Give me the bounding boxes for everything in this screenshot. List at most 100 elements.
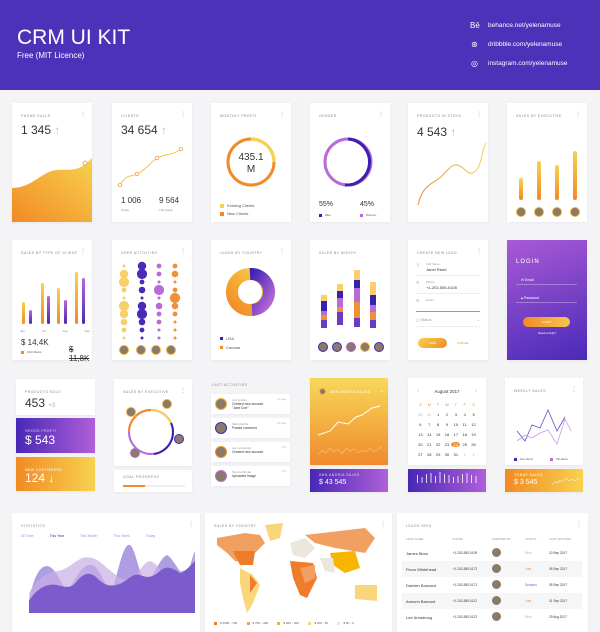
calendar-day[interactable]: 4 — [463, 412, 466, 417]
calendar-day[interactable]: 13 — [418, 432, 423, 437]
table-row[interactable]: James Bloor +1-202-555-0109 Won 10 Sep 2017 — [402, 545, 582, 561]
calendar-day[interactable]: 31 — [427, 412, 432, 417]
calendar-day[interactable]: 11 — [462, 422, 467, 427]
stacked-segment — [354, 318, 360, 327]
calendar-day[interactable]: 31 — [453, 452, 459, 457]
weekly-sales-card: Weekly sales ⋮ New clients Old clients — [505, 378, 583, 465]
column-header[interactable]: Lead name — [406, 537, 424, 541]
next-month-button[interactable]: › — [475, 388, 477, 394]
status-select[interactable]: △ Status ⌄ — [416, 317, 480, 327]
save-button[interactable]: Save — [418, 338, 447, 348]
calendar-day[interactable]: 9 — [445, 422, 449, 427]
card-title: Products sold — [25, 390, 61, 394]
calendar-day[interactable]: 14 — [427, 432, 432, 437]
calendar-day[interactable]: 7 — [428, 422, 431, 427]
calendar-day[interactable]: 26 — [471, 442, 476, 447]
calendar-day[interactable]: 22 — [435, 442, 441, 447]
avatar — [215, 446, 227, 458]
stacked-segment — [321, 315, 327, 320]
calendar-day[interactable]: 25 — [462, 442, 467, 447]
table-row[interactable]: Aneurin Barnard +1-202-555-0112 Lost 01 Sep… — [402, 593, 582, 609]
activity-item[interactable]: Joe Lombardo Created new account 3 hr — [211, 442, 290, 462]
more-icon[interactable]: ⋮ — [180, 112, 186, 118]
more-icon[interactable]: ⋮ — [380, 522, 386, 528]
more-icon[interactable]: ⋮ — [378, 112, 384, 118]
more-icon[interactable]: ⋮ — [476, 112, 482, 118]
calendar-day[interactable]: 30 — [418, 412, 423, 417]
calendar-day[interactable]: 23 — [444, 442, 450, 447]
column-header[interactable]: Created by — [492, 537, 512, 541]
avatar — [360, 342, 370, 352]
activity-item[interactable]: Ann Andria Created new account "Jane Doe"… — [211, 394, 290, 414]
login-button[interactable]: LOGIN — [523, 317, 570, 327]
help-link[interactable]: Need a help? — [538, 331, 556, 335]
more-icon[interactable]: ⋮ — [188, 522, 194, 528]
calendar-day[interactable]: 1 — [463, 452, 466, 457]
more-icon[interactable]: ⋮ — [80, 112, 86, 118]
calendar-day[interactable]: 16 — [444, 432, 450, 437]
tab-this-month[interactable]: This Month — [80, 534, 98, 538]
column-header[interactable]: Status — [524, 537, 537, 541]
calendar-day[interactable]: 17 — [453, 432, 459, 437]
more-icon[interactable]: ⋮ — [476, 249, 482, 255]
full-name-field[interactable]: ♙ Full Name Janet Reed — [416, 262, 480, 276]
prev-month-button[interactable]: ‹ — [417, 388, 419, 394]
calendar-day[interactable]: 2 — [472, 452, 475, 457]
cancel-button[interactable]: Cancel — [457, 341, 470, 345]
table-row[interactable]: Damien Bonnard +1-202-555-0171 Delayed 05 S… — [402, 577, 582, 593]
tab-this-week[interactable]: This Week — [113, 534, 130, 538]
calendar-day[interactable]: 21 — [427, 442, 432, 447]
email-input[interactable]: ✉ Email — [516, 278, 577, 285]
more-icon[interactable]: ⋮ — [576, 522, 582, 528]
calendar-day[interactable]: 2 — [445, 412, 449, 417]
more-icon[interactable]: ⋮ — [571, 387, 577, 393]
column-header[interactable]: Phone — [452, 537, 464, 541]
calendar-day[interactable]: 27 — [418, 452, 423, 457]
calendar-day[interactable]: 15 — [435, 432, 441, 437]
password-input[interactable]: 🔒︎ Password — [516, 296, 577, 303]
more-icon[interactable]: ⋮ — [80, 249, 86, 255]
more-icon[interactable]: ⋮ — [279, 249, 285, 255]
page-subtitle: Free (MIT Licence) — [17, 51, 85, 60]
tab-today[interactable]: Today — [145, 534, 156, 538]
activity-item[interactable]: Matt Machia Posted comment 2 hr ago — [211, 418, 290, 438]
card-title: Weekly sales — [514, 389, 546, 393]
calendar-day[interactable]: 29 — [435, 452, 441, 457]
tab-this-year[interactable]: This Year — [49, 534, 65, 538]
calendar-day[interactable]: 10 — [453, 422, 459, 427]
email-field[interactable]: ✉ Email — [416, 298, 480, 312]
weekday-label: T — [436, 402, 440, 407]
column-header[interactable]: Last updated — [548, 537, 572, 541]
link-dribbble[interactable]: ⊛ dribbble.com/yelenamuse — [470, 35, 567, 54]
map-legend: $ 100K - 70K $ 70K - 40K $ 40K - 20K $ 20K … — [214, 621, 354, 625]
calendar-day[interactable]: 20 — [418, 442, 423, 447]
calendar-day[interactable]: 18 — [462, 432, 467, 437]
chevron-down-icon[interactable]: ⌄ — [379, 388, 384, 394]
calendar-day[interactable]: 1 — [437, 412, 440, 417]
calendar-day-selected[interactable]: 24 — [451, 442, 461, 447]
more-icon[interactable]: ⋮ — [575, 112, 581, 118]
sales-month-card: Sales by month — [310, 240, 390, 360]
more-icon[interactable]: ⋮ — [180, 249, 186, 255]
calendar-day[interactable]: 6 — [419, 422, 422, 427]
link-behance[interactable]: Bē behance.net/yelenamuse — [470, 16, 567, 35]
calendar-day[interactable]: 5 — [472, 412, 475, 417]
weekday-label: T — [454, 402, 458, 407]
link-instagram[interactable]: ◎ instagram.com/yelenamuse — [470, 54, 567, 73]
calendar-day[interactable]: 28 — [427, 452, 432, 457]
calendar-day[interactable]: 8 — [437, 422, 440, 427]
more-icon[interactable]: ⋮ — [180, 388, 186, 394]
table-row[interactable]: Fionn Whitehead +1-202-555-0172 Lost 05 Sep… — [402, 561, 582, 577]
stacked-segment — [337, 284, 343, 291]
calendar-day[interactable]: 30 — [444, 452, 450, 457]
calendar-day[interactable]: 3 — [454, 412, 457, 417]
calendar-day[interactable]: 12 — [471, 422, 476, 427]
stacked-segment — [321, 311, 327, 315]
more-icon[interactable]: ⋮ — [279, 112, 285, 118]
card-title: Sales by executive — [516, 114, 562, 118]
calendar-day[interactable]: 19 — [471, 432, 476, 437]
phone-field[interactable]: ✆ Phone +1-202-555-0108 — [416, 280, 480, 294]
table-row[interactable]: Lee Armstrong +1-202-555-0137 Won 29 Aug 20… — [402, 609, 582, 625]
activity-item[interactable]: Monica Bonak Uploaded image 4 hr — [211, 466, 290, 486]
tab-all-time[interactable]: All Time — [21, 534, 34, 538]
